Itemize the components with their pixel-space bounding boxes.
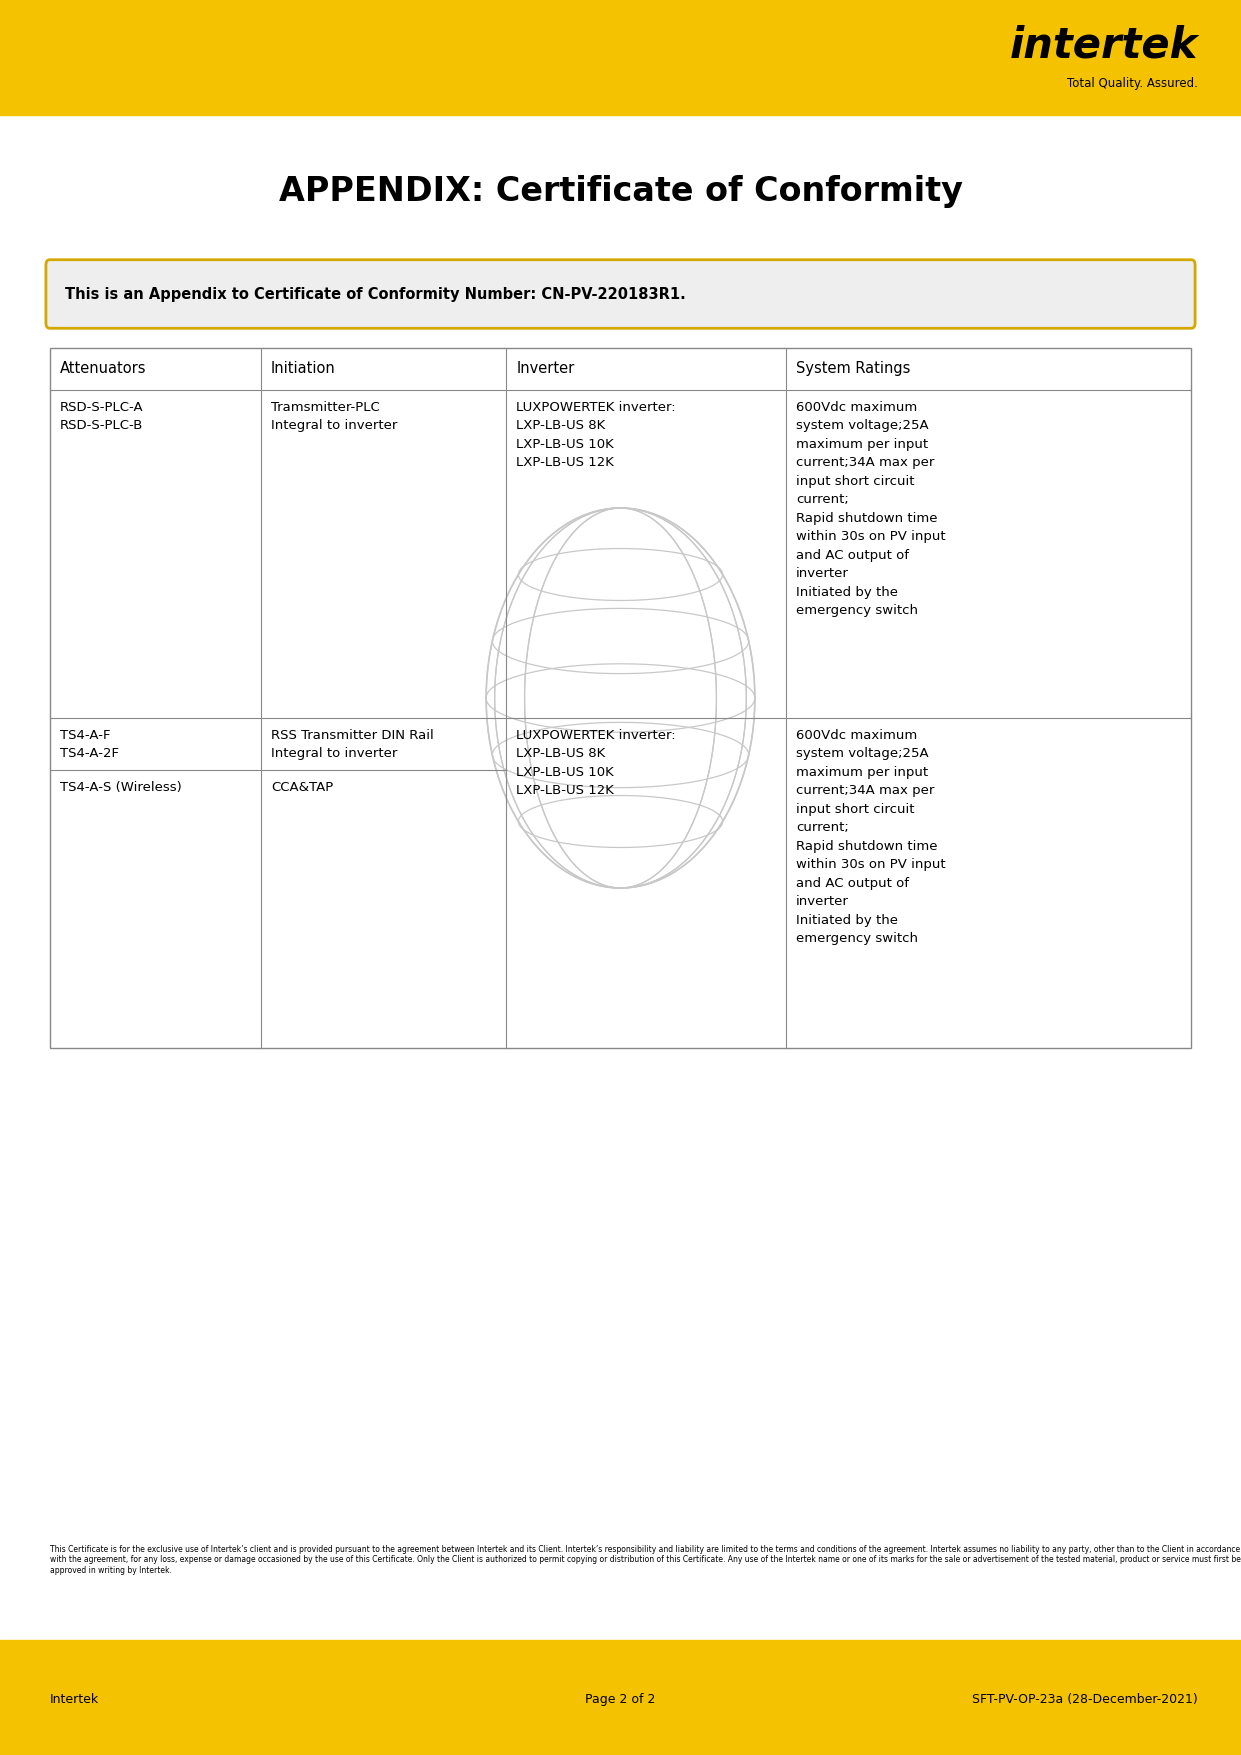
Text: Initiation: Initiation — [271, 362, 335, 377]
FancyBboxPatch shape — [46, 260, 1195, 328]
Bar — [0, 0, 1241, 116]
Text: CCA&TAP: CCA&TAP — [271, 781, 333, 793]
Text: Attenuators: Attenuators — [60, 362, 146, 377]
Text: TS4-A-F
TS4-A-2F: TS4-A-F TS4-A-2F — [60, 728, 119, 760]
Text: Tramsmitter-PLC
Integral to inverter: Tramsmitter-PLC Integral to inverter — [271, 400, 397, 432]
Text: System Ratings: System Ratings — [795, 362, 911, 377]
Text: Total Quality. Assured.: Total Quality. Assured. — [1067, 77, 1198, 91]
Text: LUXPOWERTEK inverter:
LXP-LB-US 8K
LXP-LB-US 10K
LXP-LB-US 12K: LUXPOWERTEK inverter: LXP-LB-US 8K LXP-L… — [516, 400, 676, 469]
Text: SFT-PV-OP-23a (28-December-2021): SFT-PV-OP-23a (28-December-2021) — [972, 1694, 1198, 1706]
Text: Intertek: Intertek — [50, 1694, 99, 1706]
Text: 600Vdc maximum
system voltage;25A
maximum per input
current;34A max per
input sh: 600Vdc maximum system voltage;25A maximu… — [795, 400, 946, 618]
Text: RSS Transmitter DIN Rail
Integral to inverter: RSS Transmitter DIN Rail Integral to inv… — [271, 728, 433, 760]
Text: intertek: intertek — [1009, 25, 1198, 67]
Text: LUXPOWERTEK inverter:
LXP-LB-US 8K
LXP-LB-US 10K
LXP-LB-US 12K: LUXPOWERTEK inverter: LXP-LB-US 8K LXP-L… — [516, 728, 676, 797]
Text: 600Vdc maximum
system voltage;25A
maximum per input
current;34A max per
input sh: 600Vdc maximum system voltage;25A maximu… — [795, 728, 946, 944]
Text: RSD-S-PLC-A
RSD-S-PLC-B: RSD-S-PLC-A RSD-S-PLC-B — [60, 400, 143, 432]
Text: This is an Appendix to Certificate of Conformity Number: CN-PV-220183R1.: This is an Appendix to Certificate of Co… — [65, 286, 685, 302]
Bar — [0, 1639, 1241, 1755]
Text: Inverter: Inverter — [516, 362, 575, 377]
Text: TS4-A-S (Wireless): TS4-A-S (Wireless) — [60, 781, 181, 793]
Text: This Certificate is for the exclusive use of Intertek’s client and is provided p: This Certificate is for the exclusive us… — [50, 1544, 1241, 1574]
Bar — [50, 347, 1191, 1048]
Text: Page 2 of 2: Page 2 of 2 — [586, 1694, 655, 1706]
Text: APPENDIX: Certificate of Conformity: APPENDIX: Certificate of Conformity — [278, 176, 963, 209]
